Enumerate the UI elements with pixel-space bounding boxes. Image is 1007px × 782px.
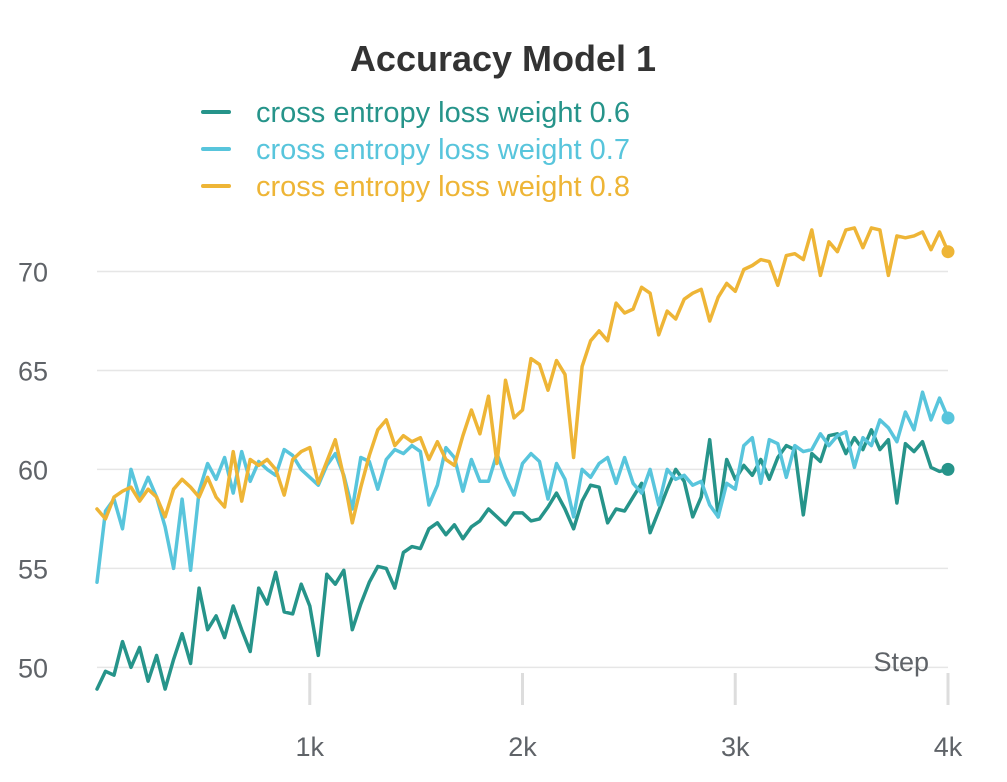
series-endpoint bbox=[941, 462, 955, 476]
x-axis-label: Step bbox=[873, 647, 929, 677]
y-tick-label: 60 bbox=[18, 455, 48, 485]
x-axis-ticks bbox=[308, 673, 950, 705]
y-tick-label: 55 bbox=[18, 554, 48, 584]
y-tick-label: 50 bbox=[18, 653, 48, 683]
x-axis-tick-labels: 1k 2k 3k 4k bbox=[295, 732, 962, 762]
series-line bbox=[95, 390, 950, 584]
series-line bbox=[95, 428, 950, 691]
series-lines bbox=[95, 226, 950, 691]
x-tick-label: 4k bbox=[934, 732, 963, 762]
legend: cross entropy loss weight 0.6 cross entro… bbox=[201, 97, 630, 203]
series-endpoint bbox=[941, 411, 955, 425]
legend-entry: cross entropy loss weight 0.6 bbox=[256, 97, 630, 129]
x-tick-label: 1k bbox=[295, 732, 324, 762]
chart-title: Accuracy Model 1 bbox=[350, 38, 656, 79]
series-endpoints bbox=[941, 245, 955, 476]
x-tick-label: 2k bbox=[508, 732, 537, 762]
x-tick-label: 3k bbox=[721, 732, 750, 762]
y-tick-label: 65 bbox=[18, 356, 48, 386]
series-line bbox=[95, 226, 950, 525]
series-endpoint bbox=[941, 245, 955, 259]
y-tick-label: 70 bbox=[18, 257, 48, 287]
legend-entry: cross entropy loss weight 0.7 bbox=[256, 134, 630, 166]
legend-entry: cross entropy loss weight 0.8 bbox=[256, 171, 630, 203]
y-axis-tick-labels: 50 55 60 65 70 bbox=[18, 257, 48, 683]
